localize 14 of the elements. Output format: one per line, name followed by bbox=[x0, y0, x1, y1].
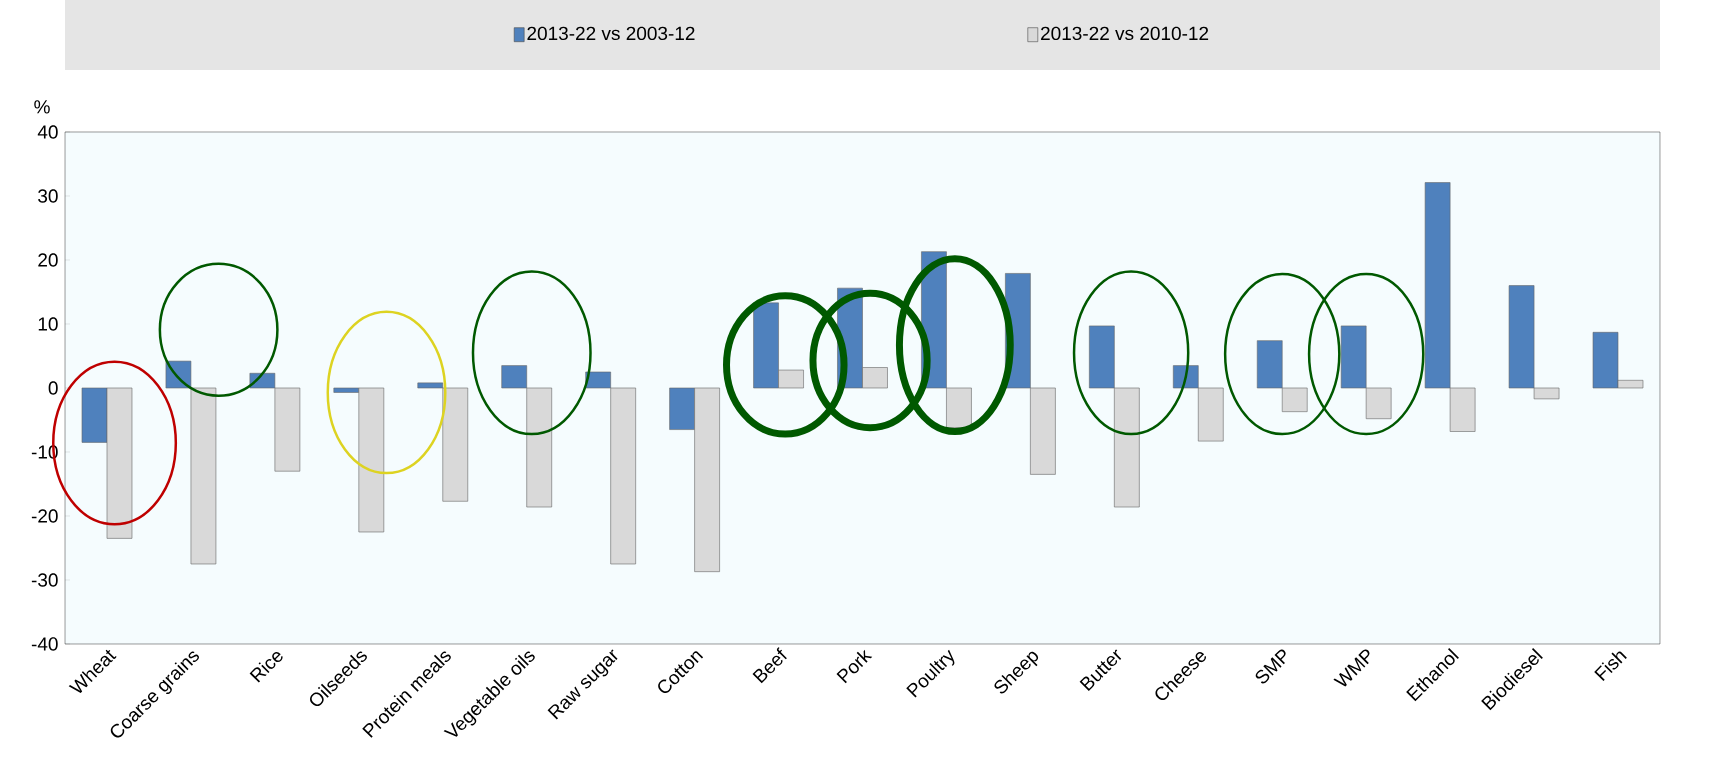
x-tick-label: Fish bbox=[1594, 651, 1627, 682]
y-tick-label: 40 bbox=[37, 125, 58, 139]
y-axis-title: % bbox=[34, 100, 50, 114]
y-tick-label: 0 bbox=[48, 381, 58, 395]
bar bbox=[190, 387, 217, 565]
legend-label: 2013-22 vs 2010-12 bbox=[1041, 26, 1209, 41]
y-tick-label: -20 bbox=[31, 509, 58, 523]
y-tick-label: -30 bbox=[31, 573, 58, 587]
y-tick-label: 30 bbox=[38, 189, 58, 203]
y-tick-label: 10 bbox=[38, 317, 58, 331]
y-tick-label: -40 bbox=[31, 637, 58, 651]
y-tick-label: 20 bbox=[38, 253, 58, 267]
legend-label: 2013-22 vs 2003-12 bbox=[527, 26, 695, 41]
x-tick-label: Rice bbox=[249, 651, 283, 683]
